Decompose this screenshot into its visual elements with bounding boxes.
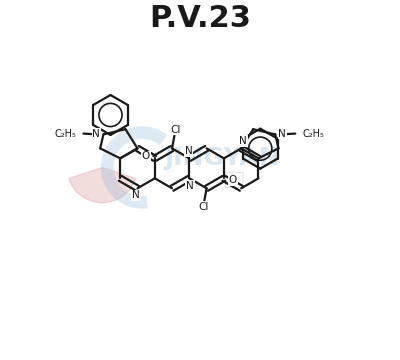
Text: C₂H₅: C₂H₅ bbox=[55, 129, 77, 139]
Text: P.V.23: P.V.23 bbox=[149, 4, 251, 33]
Text: C₂H₅: C₂H₅ bbox=[302, 129, 324, 139]
Text: JINGYAN: JINGYAN bbox=[164, 147, 280, 170]
Text: N: N bbox=[278, 129, 286, 139]
Wedge shape bbox=[69, 167, 136, 203]
Text: Cl: Cl bbox=[198, 202, 209, 212]
Text: O: O bbox=[142, 151, 150, 161]
Text: N: N bbox=[239, 136, 247, 146]
Text: 精颜: 精颜 bbox=[223, 171, 245, 189]
Text: N: N bbox=[185, 146, 192, 156]
Text: N: N bbox=[186, 180, 194, 190]
Text: N: N bbox=[132, 190, 139, 201]
Text: N: N bbox=[92, 129, 100, 139]
Text: O: O bbox=[229, 175, 237, 185]
Text: Cl: Cl bbox=[170, 125, 180, 135]
